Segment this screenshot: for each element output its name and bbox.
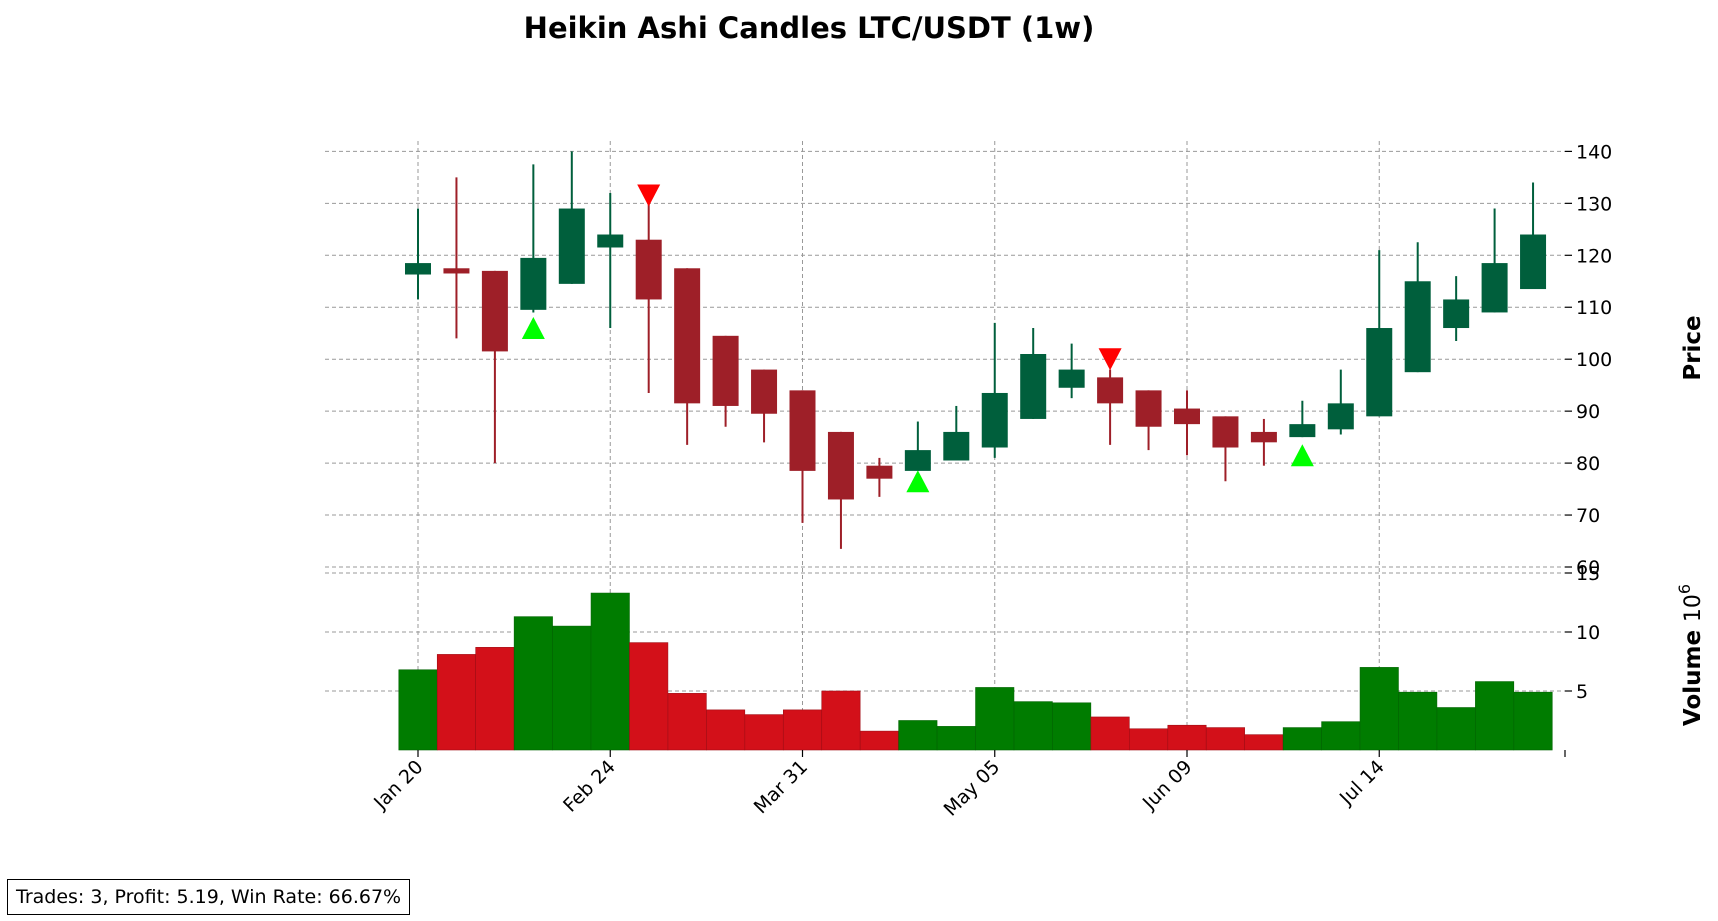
trade-summary-box: Trades: 3, Profit: 5.19, Win Rate: 66.67… xyxy=(7,879,411,915)
sell-signal-marker xyxy=(1098,348,1122,371)
trade-summary-text: Trades: 3, Profit: 5.19, Win Rate: 66.67… xyxy=(16,886,402,908)
volume-bars xyxy=(398,592,1553,751)
buy-signal-marker xyxy=(1290,444,1314,467)
volume-bar xyxy=(1205,727,1245,751)
volume-bar xyxy=(1013,701,1053,751)
candle-body xyxy=(789,390,816,471)
price-tick-label: 110 xyxy=(1576,297,1612,319)
price-tick-label: 60 xyxy=(1576,557,1600,579)
sell-signal-marker xyxy=(637,184,661,207)
trade-signals xyxy=(521,184,1314,493)
date-tick-label: Jun 09 xyxy=(1138,756,1197,815)
volume-bar xyxy=(552,625,592,751)
candle-body xyxy=(1212,416,1239,448)
volume-bar xyxy=(590,592,630,751)
date-tick-label: Jan 20 xyxy=(369,756,427,814)
volume-bar xyxy=(1436,707,1476,751)
candle-body xyxy=(904,450,931,471)
candle-body xyxy=(558,208,585,284)
price-tick-label: 100 xyxy=(1576,349,1612,371)
candle-body xyxy=(597,234,624,248)
price-tick-label: 120 xyxy=(1576,245,1612,267)
price-tick-label: 90 xyxy=(1576,401,1600,423)
volume-tick-label: 5 xyxy=(1576,681,1588,703)
candle-body xyxy=(1520,234,1547,290)
buy-signal-marker xyxy=(521,317,545,340)
volume-bar xyxy=(821,690,861,751)
volume-bar xyxy=(513,616,553,751)
volume-bar xyxy=(1282,727,1322,751)
candle-body xyxy=(443,268,470,274)
volume-bar xyxy=(782,709,822,751)
candle-body xyxy=(866,465,893,479)
volume-bar xyxy=(706,709,746,751)
candle-body xyxy=(520,257,547,310)
volume-bar xyxy=(1398,691,1438,751)
candle-body xyxy=(1097,377,1124,404)
candle-body xyxy=(635,239,662,300)
volume-bar xyxy=(1513,691,1553,751)
volume-bar xyxy=(1359,667,1399,751)
volume-bar xyxy=(1129,728,1169,751)
volume-bar xyxy=(1321,721,1361,751)
candlesticks xyxy=(405,151,1547,549)
candle-body xyxy=(674,268,701,404)
candle-body xyxy=(712,335,739,406)
volume-bar xyxy=(436,654,476,751)
candle-body xyxy=(827,431,854,500)
candle-body xyxy=(1020,354,1047,419)
candle-body xyxy=(405,263,431,275)
date-tick-label: May 05 xyxy=(940,756,1005,821)
date-tick-label: Jul 14 xyxy=(1335,756,1389,810)
price-tick-label: 70 xyxy=(1576,505,1600,527)
price-tick-label: 130 xyxy=(1576,193,1612,215)
candle-body xyxy=(1366,328,1393,417)
volume-bar xyxy=(667,693,707,751)
candle-body xyxy=(1481,263,1508,313)
volume-bar xyxy=(1244,734,1284,751)
volume-bar xyxy=(744,714,784,751)
date-tick-label: Feb 24 xyxy=(559,756,620,817)
volume-bar xyxy=(1052,702,1092,751)
candle-body xyxy=(1289,424,1316,438)
volume-bar xyxy=(475,647,515,751)
volume-bar xyxy=(936,726,976,751)
price-tick-label: 140 xyxy=(1576,141,1612,163)
chart-title: Heikin Ashi Candles LTC/USDT (1w) xyxy=(524,11,1095,45)
candle-body xyxy=(481,270,508,352)
volume-bar xyxy=(898,720,938,751)
volume-bar xyxy=(975,687,1015,751)
candle-body xyxy=(1404,281,1431,373)
date-tick-label: Mar 31 xyxy=(750,756,812,818)
price-tick-label: 80 xyxy=(1576,453,1600,475)
candle-body xyxy=(1135,390,1162,427)
candle-body xyxy=(943,431,970,461)
candle-body xyxy=(1443,299,1470,329)
volume-tick-label: 10 xyxy=(1576,622,1600,644)
buy-signal-marker xyxy=(906,470,930,493)
volume-bar xyxy=(629,642,669,751)
volume-bar xyxy=(1475,681,1515,751)
candle-body xyxy=(1327,403,1354,430)
volume-axis-label: Volume xyxy=(1680,630,1706,726)
volume-tick-label: 15 xyxy=(1576,563,1600,585)
volume-bar xyxy=(859,730,899,751)
candle-body xyxy=(981,392,1008,448)
price-axis-label: Price xyxy=(1680,315,1706,380)
candle-body xyxy=(1174,408,1200,425)
volume-bar xyxy=(398,669,438,751)
volume-bar xyxy=(1090,716,1130,751)
candle-body xyxy=(1250,431,1277,443)
candle-body xyxy=(1058,369,1085,388)
candle-body xyxy=(751,369,778,414)
volume-exponent-label: 106 xyxy=(1675,584,1706,622)
volume-bar xyxy=(1167,724,1207,751)
